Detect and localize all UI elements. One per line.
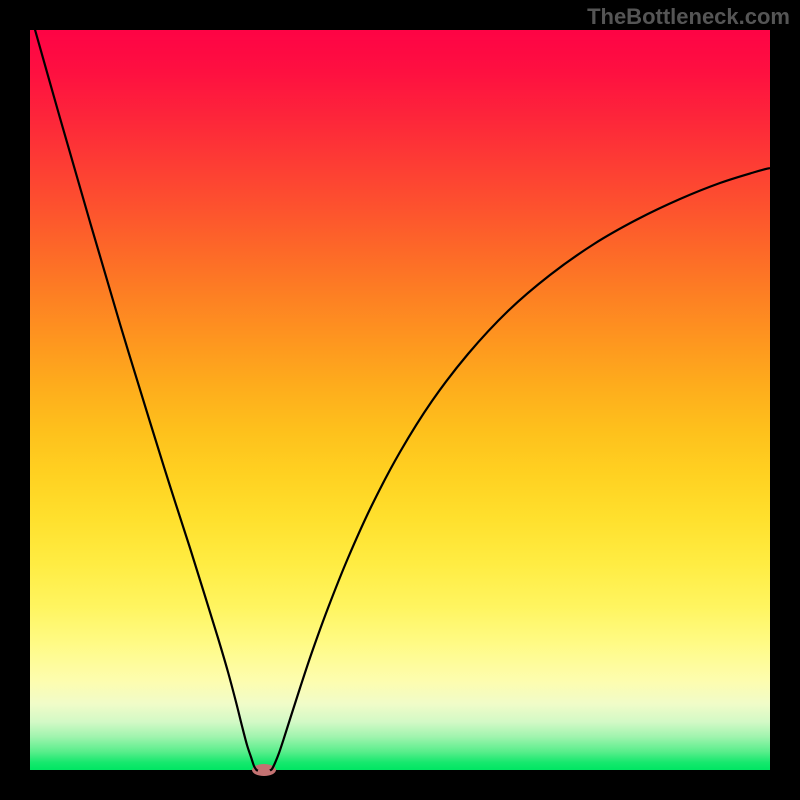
bottleneck-chart (0, 0, 800, 800)
chart-container: TheBottleneck.com (0, 0, 800, 800)
plot-background (30, 30, 770, 770)
watermark-text: TheBottleneck.com (587, 4, 790, 30)
